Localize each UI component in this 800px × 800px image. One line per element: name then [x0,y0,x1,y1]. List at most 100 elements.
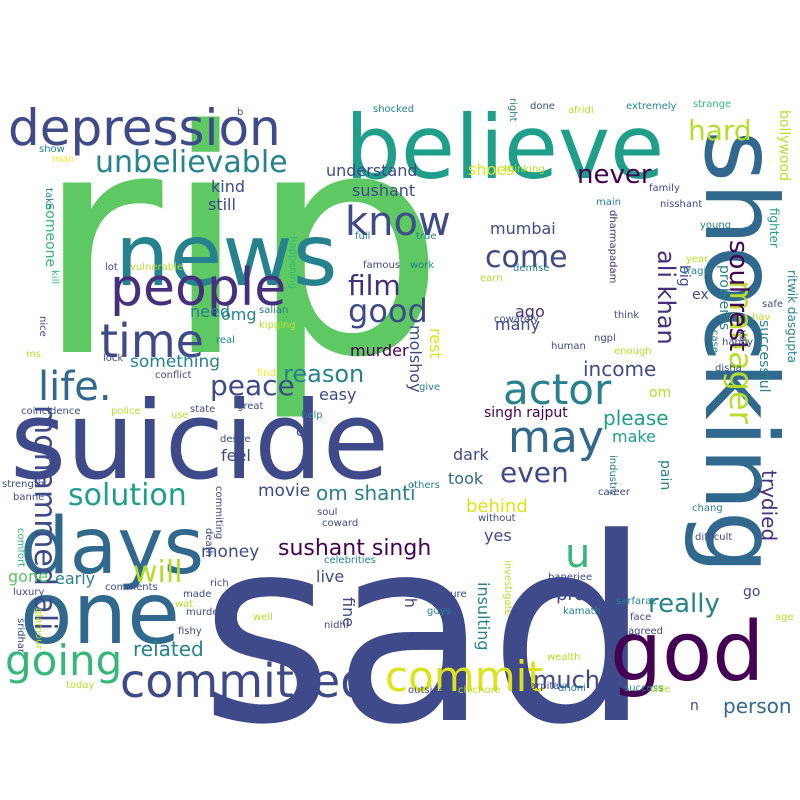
word-without: without [478,513,516,524]
word-dark: dark [453,445,490,464]
word-luxury: luxury [13,587,44,598]
word-fishy: fishy [178,626,202,637]
word-bollywood: bollywood [776,110,792,181]
word-sure: sure [445,589,467,600]
word-live: live [316,567,344,586]
word-ms: ms [26,349,41,360]
word-glamour: glamour [33,608,44,650]
word-young: young [700,220,731,231]
word-even: even [500,456,569,489]
word-coincidence: coincidence [21,406,81,417]
word-reason: reason [283,360,364,388]
word-sad: sad [200,484,651,781]
word-agreed: agreed [628,626,663,637]
word-understand: understand [326,161,418,180]
word-guys: guys [427,606,451,617]
word-manager: manager [722,280,760,425]
word-tragic: tragic [683,266,712,277]
word-related: related [133,637,204,661]
word-kipging: kipging [259,320,296,331]
word-feel: feel [221,446,251,465]
word-u: u [565,531,590,577]
word-sarfaraz: sarfaraz [616,596,657,607]
word-age: age [775,612,794,623]
word-hard: hard [688,114,752,147]
word-murder: murder [350,341,409,360]
word-success: success [624,683,663,694]
word-n: n [690,698,699,714]
word-problems: problems [716,265,732,330]
word-happening: happening [287,236,298,289]
word-ngpl: ngpl [594,333,616,344]
word-oh: oh [401,588,420,608]
word-full: full [355,231,370,242]
word-take: take [43,188,54,210]
word-wat: wat [175,599,193,610]
word-mumbai: mumbai [490,219,556,238]
word-hav: hav [752,312,770,323]
word-case: case [709,330,720,353]
word-film: film [348,269,401,302]
word-people: people [110,258,286,318]
word-extremely: extremely [626,101,677,112]
word-peace: peace [210,369,295,402]
word-yes: yes [484,526,512,545]
word-shocked: shocked [373,104,414,115]
word-go: go [743,584,760,600]
word-income: income [583,357,656,381]
word-really: really [648,589,720,619]
word-lock: lock [103,353,123,364]
word-shocking: shocking [682,130,799,574]
word-conflict: conflict [155,370,192,381]
word-today: today [66,680,95,691]
word-nice: nice [37,316,48,337]
word-police: police [111,406,141,417]
word-year: year [686,254,709,265]
word-solution: solution [68,478,187,513]
word-human: human [551,341,586,352]
word-sushant: sushant [352,181,415,200]
word-lot: lot [105,262,118,273]
word-life: life. [38,364,112,410]
word-career: career [598,487,631,498]
word-singh-rajput: singh rajput [484,405,568,421]
word-ali-khan: ali khan [652,250,680,345]
word-family: family [649,183,680,194]
word-time: time [100,314,204,368]
word-difficult: difficult [695,532,732,543]
word-pray: pray [556,584,597,605]
word-state: state [190,404,215,415]
word-man: man [52,154,74,165]
word-shoes: shoes [468,160,514,179]
word-rich: rich [210,578,229,589]
word-chichore: chichore [458,685,501,696]
word-made: made [183,589,211,600]
word-others: others [408,480,440,491]
word-kind: kind [211,177,245,196]
word-one: one [20,564,180,664]
word-behind: behind [466,496,528,517]
word-face: face [630,612,651,623]
word-still: still [208,195,236,214]
word-suicide: suicide [10,379,389,504]
word-om-shanti: om shanti [316,481,416,505]
word-banne: banne [13,492,44,503]
word-use: use [171,410,189,421]
word-kamath: kamath [563,606,601,617]
word-dhoni: dhoni [558,683,586,694]
word-industry: industry [607,455,618,496]
word-ya: ya [737,330,748,342]
word-b: b [237,107,243,118]
word-good: good [348,292,428,330]
word-happy: happy [722,337,753,348]
word-molshoy: molshoy [406,325,425,393]
word-dharmapadam: dharmapadam [607,210,618,283]
word-true: true [416,231,437,242]
word-salian: salian [259,305,288,316]
word-committed: committed [120,654,369,708]
word-person: person [723,694,792,718]
word-something: something [130,352,220,372]
word-om: om [649,385,671,401]
word-days: days [20,502,204,592]
